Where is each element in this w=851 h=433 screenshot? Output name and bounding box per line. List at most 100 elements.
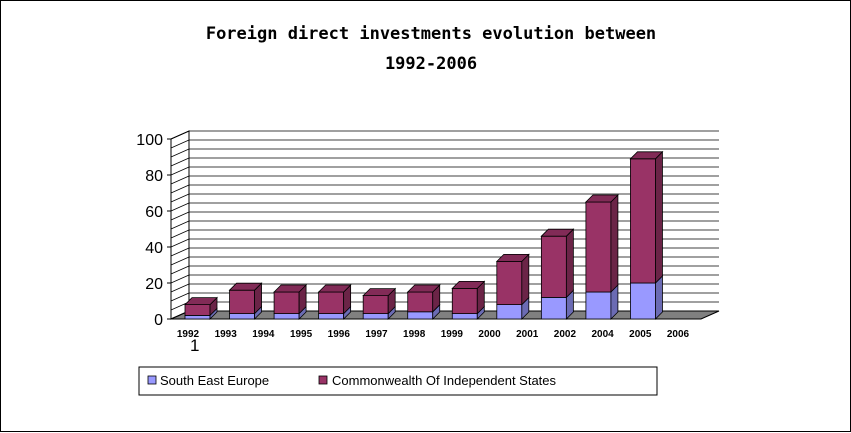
bar-top <box>451 280 486 289</box>
gridline-side <box>170 139 190 149</box>
bar-front <box>496 304 523 320</box>
gridline-side <box>170 175 190 185</box>
gridline-side <box>170 256 190 266</box>
bar-top <box>629 151 664 160</box>
legend-box <box>138 366 658 396</box>
y-tick-label: 80 <box>145 168 163 185</box>
x-tick-label: 1995 <box>290 329 313 340</box>
y-tick-label: 40 <box>145 240 163 257</box>
gridline-side <box>170 283 190 293</box>
chart-title-line-2: 1992-2006 <box>385 54 477 74</box>
bar-top <box>273 284 308 293</box>
bar-segment <box>317 284 352 315</box>
bar-segment <box>584 194 619 293</box>
bar-front <box>229 313 255 320</box>
gridline-side <box>170 265 190 275</box>
x-tick-label: 2004 <box>591 329 614 340</box>
gridline-side <box>170 211 190 221</box>
bar-segment <box>362 287 397 315</box>
bar-segment <box>406 284 441 313</box>
bar-front <box>318 291 345 315</box>
bar-side <box>610 194 619 293</box>
bar-front <box>362 295 389 315</box>
gridline-side <box>170 148 190 158</box>
x-tick-label: 1998 <box>403 329 426 340</box>
gridline-side <box>170 229 190 239</box>
x-tick-label: 1994 <box>252 329 275 340</box>
x-tick-label: 2001 <box>516 329 539 340</box>
bar-front <box>229 289 255 315</box>
legend-label-south-east-europe: South East Europe <box>160 373 269 388</box>
y-tick-label: 60 <box>145 204 163 221</box>
bar-top <box>495 253 530 262</box>
x-axis-labels: 1992 1993 1994 1995 1996 1997 1998 1999 2000 2001… <box>177 329 690 340</box>
x-tick-label: 1993 <box>215 329 238 340</box>
gridline-side <box>170 166 190 176</box>
x-tick-label: 1992 <box>177 329 200 340</box>
bar-top <box>362 288 397 297</box>
gridline-side <box>170 184 190 194</box>
chart-title-line-1: Foreign direct investments evolution bet… <box>206 24 656 44</box>
gridline-side <box>170 274 190 284</box>
y-tick-label: 100 <box>136 132 163 149</box>
x-tick-label: 1996 <box>328 329 351 340</box>
bar-segment <box>540 289 574 320</box>
bar-segment <box>228 282 263 315</box>
bar-segment <box>273 284 308 315</box>
bar-side <box>521 253 530 306</box>
bar-segment <box>495 253 530 306</box>
bar-front <box>407 291 434 313</box>
bar-front <box>585 291 612 320</box>
x-tick-label: 1997 <box>365 329 388 340</box>
gridline-side <box>170 193 190 203</box>
bar-top <box>584 194 619 203</box>
gridline-side <box>170 238 190 248</box>
bar-side <box>655 150 663 284</box>
gridline-side <box>170 292 190 302</box>
bar-front <box>318 313 345 320</box>
bar-front <box>184 304 211 316</box>
bar-segment <box>184 296 218 317</box>
gridline-side <box>170 202 190 212</box>
bar-top <box>228 282 263 291</box>
bar-front <box>451 287 478 314</box>
legend: South East Europe Commonwealth Of Indepe… <box>138 366 658 396</box>
bar-front <box>407 311 434 320</box>
bars <box>184 150 664 320</box>
bar-front <box>540 235 567 298</box>
bar-top <box>540 228 575 237</box>
bar-front <box>362 313 389 320</box>
x-tick-label: 2002 <box>554 329 577 340</box>
x-tick-label: 2005 <box>629 329 652 340</box>
bar-front <box>630 158 656 284</box>
bar-segment <box>629 150 664 284</box>
bar-top <box>317 284 352 293</box>
bar-front <box>273 291 300 315</box>
gridline-side <box>170 220 190 230</box>
x-tick-label: 2000 <box>478 329 501 340</box>
y-tick-label: 20 <box>145 276 163 293</box>
bar-front <box>184 314 211 320</box>
bar-top <box>184 297 218 306</box>
bar-front <box>630 282 656 320</box>
bar-segment <box>540 228 575 299</box>
x-tick-label: 1999 <box>441 329 464 340</box>
gridline-side <box>170 157 190 167</box>
bar-front <box>585 201 612 293</box>
y-axis: 0 20 40 60 80 100 <box>136 132 172 329</box>
bar-front <box>451 313 478 320</box>
bar-side <box>565 228 574 299</box>
bar-segment <box>451 280 486 315</box>
legend-swatch-cis <box>318 375 328 385</box>
bar-top <box>406 284 441 293</box>
bar-front <box>273 313 300 320</box>
bar-front <box>496 260 523 305</box>
gridline-side <box>170 247 190 257</box>
bar-front <box>540 296 567 320</box>
x-tick-label: 2006 <box>667 329 690 340</box>
legend-label-cis: Commonwealth Of Independent States <box>332 373 557 388</box>
legend-swatch-south-east-europe <box>147 375 157 385</box>
gridline-side <box>170 130 190 140</box>
